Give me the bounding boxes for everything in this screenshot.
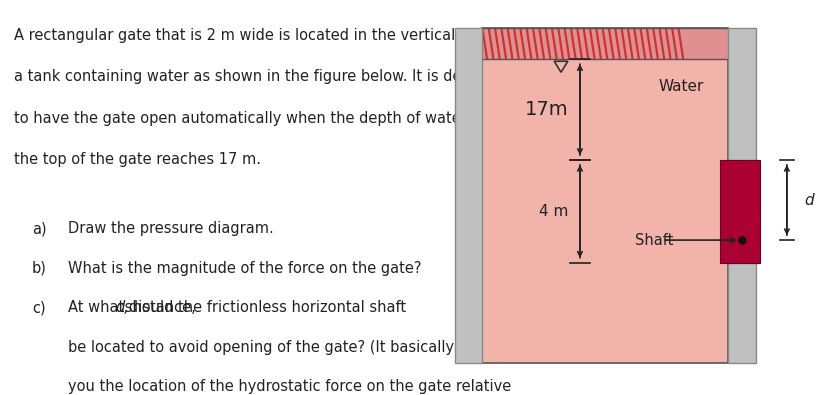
Text: b): b): [32, 261, 47, 276]
Text: Water: Water: [658, 79, 704, 94]
Bar: [483, 28, 728, 59]
Bar: [483, 28, 728, 363]
Text: you the location of the hydrostatic force on the gate relative: you the location of the hydrostatic forc…: [68, 379, 511, 394]
Text: to have the gate open automatically when the depth of water above: to have the gate open automatically when…: [14, 111, 516, 126]
Text: should the frictionless horizontal shaft: should the frictionless horizontal shaft: [121, 300, 407, 315]
Bar: [455, 28, 483, 363]
Text: a): a): [32, 221, 47, 236]
Text: At what distance,: At what distance,: [68, 300, 201, 315]
Text: Shaft: Shaft: [635, 233, 673, 248]
Text: be located to avoid opening of the gate? (It basically asks: be located to avoid opening of the gate?…: [68, 340, 492, 355]
Text: c): c): [32, 300, 45, 315]
Bar: [720, 160, 760, 263]
Text: Draw the pressure diagram.: Draw the pressure diagram.: [68, 221, 275, 236]
Text: d: d: [805, 192, 814, 207]
Text: a tank containing water as shown in the figure below. It is desired: a tank containing water as shown in the …: [14, 69, 497, 84]
Bar: [728, 263, 755, 363]
Text: the top of the gate reaches 17 m.: the top of the gate reaches 17 m.: [14, 152, 261, 167]
Text: 17m: 17m: [524, 100, 568, 119]
Text: d,: d,: [115, 300, 129, 315]
Text: What is the magnitude of the force on the gate?: What is the magnitude of the force on th…: [68, 261, 422, 276]
Text: 4 m: 4 m: [539, 204, 568, 219]
Text: A rectangular gate that is 2 m wide is located in the vertical wall of: A rectangular gate that is 2 m wide is l…: [14, 28, 507, 43]
Bar: [728, 28, 755, 160]
